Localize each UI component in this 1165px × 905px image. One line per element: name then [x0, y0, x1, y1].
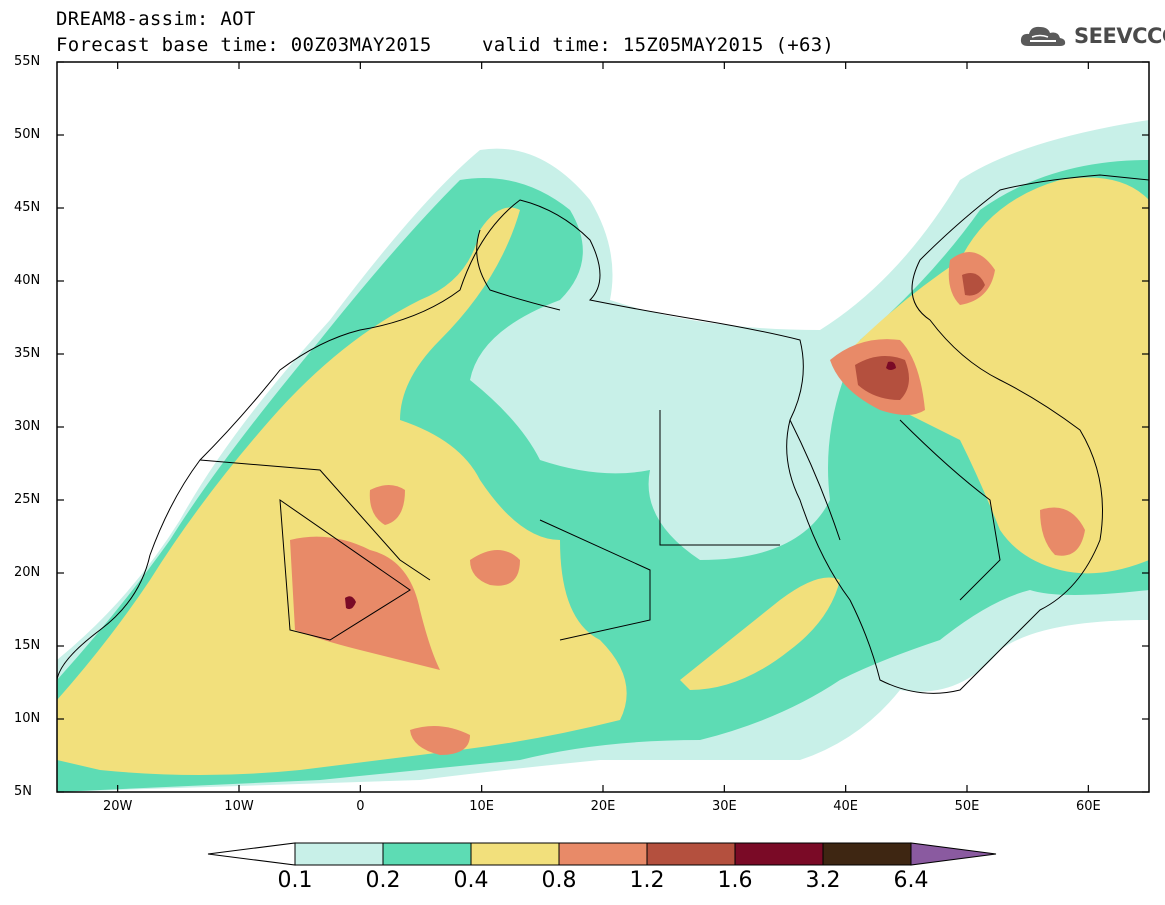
colorbar-swatch [646, 842, 736, 866]
contour-0.4-sudan [680, 577, 840, 690]
colorbar-threshold: 3.2 [805, 868, 841, 893]
colorbar-threshold: 1.6 [717, 868, 753, 893]
colorbar-high-arrow [910, 842, 997, 866]
lat-label: 25N [14, 492, 41, 507]
cloud-icon [1020, 26, 1066, 46]
lat-label: 40N [14, 273, 41, 288]
brand-name: SEEVCCC [1074, 24, 1165, 48]
colorbar-swatch [470, 842, 560, 866]
colorbar-threshold: 0.4 [453, 868, 489, 893]
colorbar-threshold: 0.2 [365, 868, 401, 893]
colorbar-threshold: 6.4 [893, 868, 929, 893]
coastlines [57, 174, 1149, 694]
contour-0.8-niger [290, 536, 440, 670]
contour-0.8-nigeria [410, 726, 470, 755]
brand-logo: SEEVCCC [1018, 22, 1165, 50]
chart-title: DREAM8-assim: AOT [56, 8, 256, 30]
lat-label: 45N [14, 200, 41, 215]
contour-0.8-oman [1040, 507, 1085, 556]
lat-label: 5N [14, 784, 32, 799]
lon-label: 10W [224, 799, 254, 814]
lon-label: 60E [1075, 799, 1101, 814]
colorbar-low-arrow [207, 842, 296, 866]
contour-0.4 [57, 207, 627, 775]
lon-label: 0 [356, 799, 365, 814]
lat-label: 20N [14, 565, 41, 580]
lat-label: 10N [14, 711, 41, 726]
valid-time: valid time: 15Z05MAY2015 (+63) [482, 34, 835, 56]
lon-label: 50E [954, 799, 980, 814]
contour-1.6-niger [345, 596, 356, 610]
lon-label: 40E [833, 799, 859, 814]
colorbar-threshold: 1.2 [629, 868, 665, 893]
forecast-base-time: Forecast base time: 00Z03MAY2015 [56, 34, 432, 56]
colorbar-threshold: 0.8 [541, 868, 577, 893]
lat-label: 55N [14, 54, 41, 69]
lon-label: 20W [102, 799, 133, 814]
lon-label: 10E [469, 799, 495, 814]
colorbar [207, 842, 997, 866]
contour-0.8-chad [470, 550, 520, 586]
lon-label: 30E [711, 799, 737, 814]
colorbar-swatch [382, 842, 472, 866]
contour-0.4-arabia [848, 177, 1149, 574]
aot-field [57, 120, 1149, 792]
colorbar-swatch [294, 842, 384, 866]
lat-label: 15N [14, 638, 41, 653]
lat-label: 30N [14, 419, 41, 434]
colorbar-swatch [558, 842, 648, 866]
lon-label: 20E [590, 799, 616, 814]
contour-1.6-iraq [886, 361, 896, 370]
lat-label: 50N [14, 127, 41, 142]
lon-ticks [117, 62, 1089, 792]
colorbar-threshold: 0.1 [277, 868, 313, 893]
lat-label: 35N [14, 346, 41, 361]
contour-1.2-iran [962, 272, 985, 296]
lat-ticks [57, 61, 1149, 793]
colorbar-swatch [822, 842, 912, 866]
colorbar-swatch [734, 842, 824, 866]
contour-0.8-algeria [369, 485, 405, 525]
